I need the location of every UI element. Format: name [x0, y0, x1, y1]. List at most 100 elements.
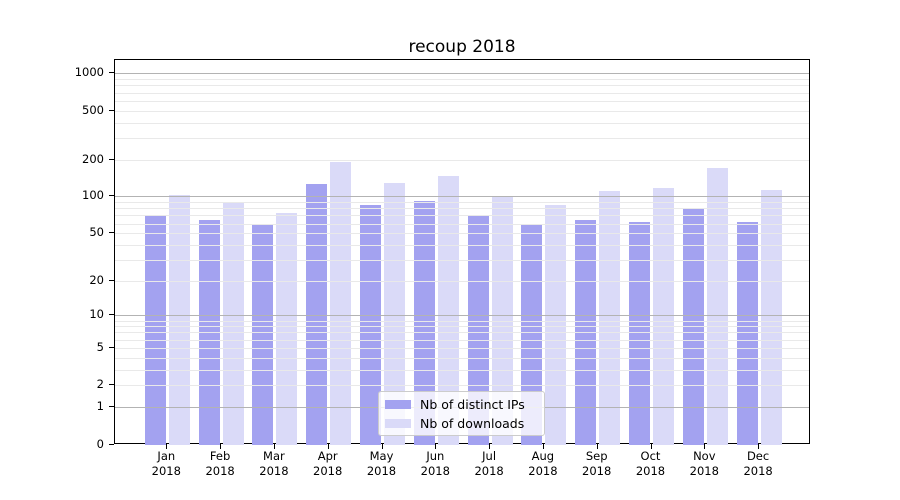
x-tick-year: 2018 — [474, 464, 504, 478]
gridline-1000 — [115, 73, 809, 75]
x-tick-year: 2018 — [366, 464, 397, 478]
x-tick-month: Aug — [531, 449, 555, 463]
y-tick-mark-1000 — [109, 72, 114, 74]
bar-distinct-ips-mar — [252, 223, 274, 445]
y-tick-mark-2 — [109, 384, 114, 386]
x-tick-mark-nov — [704, 444, 706, 449]
x-tick-month: Dec — [746, 449, 770, 463]
bar-distinct-ips-may — [360, 205, 381, 445]
gridline-400 — [115, 122, 809, 124]
bar-downloads-may — [384, 182, 405, 445]
bar-distinct-ips-jun — [413, 201, 435, 445]
legend-swatch-distinct-ips — [385, 399, 411, 409]
x-tick-label-dec: Dec 2018 — [728, 449, 788, 479]
y-tick-mark-200 — [109, 158, 114, 160]
gridline-10 — [115, 315, 809, 317]
gridline-2 — [115, 385, 809, 387]
gridline-5 — [115, 347, 809, 349]
gridline-200 — [115, 159, 809, 161]
gridline-30 — [115, 259, 809, 261]
x-tick-year: 2018 — [313, 464, 343, 478]
x-tick-label-jun: Jun 2018 — [405, 449, 465, 479]
x-tick-month: Jul — [482, 449, 497, 463]
gridline-40 — [115, 244, 809, 246]
x-tick-label-apr: Apr 2018 — [298, 449, 358, 479]
x-tick-label-feb: Feb 2018 — [190, 449, 250, 479]
gridline-6 — [115, 339, 809, 341]
x-tick-mark-dec — [758, 444, 760, 449]
x-tick-year: 2018 — [689, 464, 719, 478]
legend-label: Nb of downloads — [420, 415, 525, 431]
bar-downloads-mar — [276, 213, 298, 445]
y-tick-mark-5 — [109, 346, 114, 348]
gridline-90 — [115, 202, 809, 204]
gridline-700 — [115, 92, 809, 94]
x-tick-month: Apr — [317, 449, 338, 463]
legend-label: Nb of distinct IPs — [420, 396, 525, 412]
y-tick-label-200: 200 — [82, 151, 104, 166]
y-tick-label-2: 2 — [96, 377, 104, 392]
x-tick-mark-may — [381, 444, 383, 449]
x-tick-mark-apr — [327, 444, 329, 449]
bar-downloads-apr — [330, 162, 352, 445]
gridline-900 — [115, 79, 809, 81]
y-tick-label-0: 0 — [96, 437, 104, 451]
bar-downloads-jan — [168, 194, 190, 445]
bar-distinct-ips-aug — [521, 225, 543, 445]
legend-item-downloads: Nb of downloads — [385, 416, 538, 431]
chart-title: recoup 2018 — [408, 37, 516, 57]
x-tick-mark-jul — [489, 444, 491, 449]
y-tick-label-50: 50 — [89, 225, 104, 240]
y-tick-mark-1 — [109, 405, 114, 407]
gridline-100 — [115, 196, 809, 198]
legend-item-distinct-ips: Nb of distinct IPs — [385, 397, 538, 412]
y-tick-label-100: 100 — [82, 188, 104, 203]
x-tick-mark-oct — [650, 444, 652, 449]
y-tick-label-5: 5 — [96, 339, 104, 354]
gridline-70 — [115, 215, 809, 217]
x-tick-mark-mar — [273, 444, 275, 449]
gridline-300 — [115, 137, 809, 139]
plot-area — [114, 59, 810, 445]
y-tick-mark-0 — [109, 444, 114, 445]
bar-downloads-feb — [222, 202, 244, 445]
x-tick-mark-sep — [596, 444, 598, 449]
bar-distinct-ips-jan — [144, 215, 166, 445]
x-tick-month: Oct — [640, 449, 661, 463]
y-tick-mark-100 — [109, 195, 114, 197]
gridline-20 — [115, 280, 809, 282]
x-tick-month: Feb — [209, 449, 231, 463]
bar-distinct-ips-apr — [306, 184, 328, 445]
x-tick-month: Nov — [693, 449, 716, 463]
x-tick-month: May — [369, 449, 394, 463]
x-tick-label-jan: Jan 2018 — [136, 449, 196, 479]
y-tick-label-10: 10 — [89, 307, 104, 322]
x-tick-year: 2018 — [635, 464, 666, 478]
gridline-3 — [115, 369, 809, 371]
y-tick-mark-500 — [109, 109, 114, 111]
x-tick-mark-feb — [220, 444, 222, 449]
y-tick-label-500: 500 — [82, 102, 104, 117]
x-tick-label-aug: Aug 2018 — [513, 449, 573, 479]
bar-downloads-jun — [437, 175, 459, 445]
y-tick-mark-10 — [109, 314, 114, 316]
gridline-800 — [115, 85, 809, 87]
x-tick-label-mar: Mar 2018 — [244, 449, 304, 479]
bar-downloads-aug — [545, 205, 567, 445]
gridline-60 — [115, 223, 809, 225]
x-tick-mark-jan — [166, 444, 168, 449]
x-tick-year: 2018 — [528, 464, 558, 478]
gridline-80 — [115, 208, 809, 210]
x-tick-year: 2018 — [743, 464, 773, 478]
bar-distinct-ips-jul — [467, 214, 489, 445]
x-tick-month: Jun — [426, 449, 445, 463]
x-tick-mark-aug — [542, 444, 544, 449]
x-tick-month: Jan — [157, 449, 176, 463]
x-tick-year: 2018 — [259, 464, 289, 478]
x-tick-month: Mar — [263, 449, 285, 463]
x-tick-label-nov: Nov 2018 — [674, 449, 734, 479]
bar-downloads-sep — [599, 191, 621, 445]
bar-downloads-nov — [706, 167, 728, 445]
x-tick-year: 2018 — [205, 464, 235, 478]
